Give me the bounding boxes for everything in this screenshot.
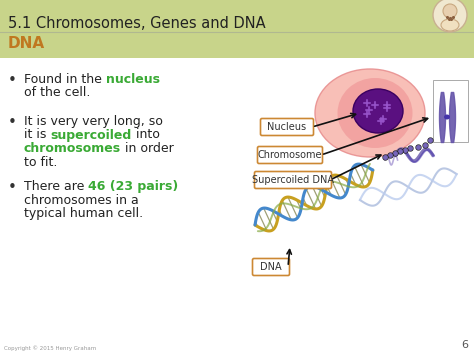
Text: DNA: DNA xyxy=(260,262,282,272)
Text: There are: There are xyxy=(24,180,88,193)
Circle shape xyxy=(433,0,467,32)
Text: chromosomes: chromosomes xyxy=(24,142,121,155)
Text: •: • xyxy=(8,180,17,195)
Text: it is: it is xyxy=(24,129,50,142)
Ellipse shape xyxy=(315,69,425,157)
Text: Found in the: Found in the xyxy=(24,73,106,86)
Text: chromosomes in a: chromosomes in a xyxy=(24,193,139,207)
Bar xyxy=(0,0,474,58)
Text: Supercoiled DNA: Supercoiled DNA xyxy=(252,175,334,185)
Circle shape xyxy=(443,4,457,18)
Text: It is very very long, so: It is very very long, so xyxy=(24,115,163,128)
Text: Chromosome: Chromosome xyxy=(258,150,322,160)
Text: 46 (23 pairs): 46 (23 pairs) xyxy=(88,180,179,193)
Text: of the cell.: of the cell. xyxy=(24,87,91,99)
FancyBboxPatch shape xyxy=(257,147,322,164)
Text: nucleus: nucleus xyxy=(106,73,160,86)
Ellipse shape xyxy=(444,115,450,120)
Bar xyxy=(433,80,468,142)
FancyBboxPatch shape xyxy=(255,171,331,189)
Text: •: • xyxy=(8,115,17,130)
Text: Copyright © 2015 Henry Graham: Copyright © 2015 Henry Graham xyxy=(4,345,96,351)
Text: to fit.: to fit. xyxy=(24,155,57,169)
Text: •: • xyxy=(8,73,17,88)
Ellipse shape xyxy=(441,19,459,31)
FancyBboxPatch shape xyxy=(253,258,290,275)
Bar xyxy=(0,58,474,355)
Text: in order: in order xyxy=(121,142,174,155)
Text: 6: 6 xyxy=(461,340,468,350)
Ellipse shape xyxy=(337,78,412,148)
Text: typical human cell.: typical human cell. xyxy=(24,207,143,220)
Text: supercoiled: supercoiled xyxy=(50,129,132,142)
Text: DNA: DNA xyxy=(8,36,45,51)
Text: Nucleus: Nucleus xyxy=(267,122,307,132)
Ellipse shape xyxy=(353,89,403,133)
Text: 5.1 Chromosomes, Genes and DNA: 5.1 Chromosomes, Genes and DNA xyxy=(8,16,265,31)
Text: into: into xyxy=(132,129,159,142)
FancyBboxPatch shape xyxy=(261,119,313,136)
